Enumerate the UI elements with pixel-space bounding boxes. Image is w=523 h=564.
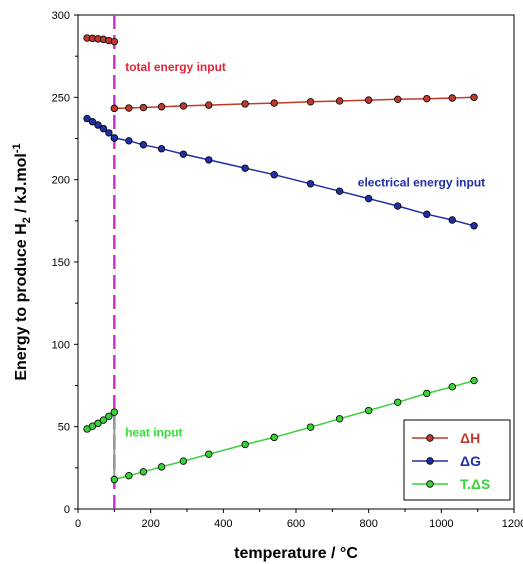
data-point-dh [110, 37, 119, 46]
y-tick-label: 150 [52, 257, 70, 269]
data-point-dg [394, 202, 402, 210]
annotation-total-energy: total energy input [125, 60, 226, 74]
data-point-tds [470, 376, 478, 385]
data-point-dg [125, 137, 133, 145]
data-point-tds [99, 416, 108, 424]
legend-marker [426, 480, 434, 488]
legend-marker [426, 457, 434, 465]
x-tick-label: 0 [75, 518, 81, 530]
y-tick-label: 100 [52, 339, 70, 351]
data-point-dh [448, 94, 456, 102]
data-point-tds [105, 412, 113, 420]
data-point-tds [125, 472, 133, 480]
data-point-dg [88, 118, 97, 126]
legend-box [403, 419, 511, 501]
data-point-tds [423, 389, 431, 398]
data-point-dh [157, 103, 166, 111]
data-point-tds [157, 463, 166, 471]
data-point-dg [157, 145, 166, 153]
series-dh [83, 34, 478, 113]
data-point-tds [179, 457, 188, 465]
legend-marker [426, 434, 434, 442]
x-tick-label: 800 [359, 518, 377, 530]
data-point-tds [270, 433, 278, 442]
legend-label: ΔH [460, 430, 480, 446]
x-axis-title: temperature / °C [234, 545, 358, 562]
data-point-tds [139, 468, 148, 476]
y-tick-label: 250 [52, 92, 70, 104]
data-point-dh [179, 102, 188, 110]
annotation-heat-input: heat input [125, 426, 182, 440]
data-point-dh [139, 103, 148, 112]
data-point-dg [139, 141, 148, 149]
y-axis-title-subscript: 2 [21, 217, 33, 223]
data-point-dg [83, 114, 91, 123]
legend-label: ΔG [460, 453, 481, 469]
y-tick-label: 50 [58, 422, 70, 434]
data-point-dg [99, 124, 108, 133]
x-tick-label: 1000 [429, 518, 453, 530]
y-axis-title-prefix: Energy to produce H [13, 223, 30, 380]
x-tick-label: 400 [214, 518, 232, 530]
data-point-dg [364, 194, 373, 203]
y-axis-title-superscript: -1 [11, 143, 23, 153]
annotation-electrical-energy: electrical energy input [358, 175, 485, 189]
data-point-tds [306, 423, 315, 431]
data-point-tds [110, 475, 119, 484]
data-point-tds [241, 440, 249, 449]
data-point-dg [470, 222, 478, 230]
y-tick-label: 300 [52, 10, 70, 22]
data-point-dg [423, 210, 431, 218]
data-point-dh [125, 104, 133, 112]
data-point-dh [306, 98, 315, 106]
data-point-tds [110, 408, 119, 416]
y-tick-label: 200 [52, 175, 70, 187]
y-axis-title-suffix: / kJ.mol [13, 153, 30, 217]
legend-label: T.ΔS [460, 476, 490, 492]
data-point-tds [364, 406, 373, 415]
x-tick-label: 600 [287, 518, 305, 530]
data-point-dh [110, 104, 119, 113]
data-point-dg [110, 134, 119, 142]
data-point-tds [394, 398, 402, 406]
y-tick-label: 0 [64, 504, 70, 516]
data-point-dh [335, 97, 344, 105]
data-point-dh [270, 99, 278, 107]
data-point-tds [94, 419, 102, 428]
data-point-dh [394, 95, 402, 104]
data-point-dg [306, 180, 315, 188]
x-tick-label: 200 [141, 518, 159, 530]
data-point-dg [94, 121, 102, 129]
data-point-dh [241, 100, 249, 108]
data-point-dg [448, 216, 456, 224]
data-point-dg [179, 150, 188, 158]
data-point-dg [105, 129, 113, 137]
data-point-tds [448, 383, 456, 391]
data-point-dh [423, 94, 431, 103]
data-point-dh [364, 96, 373, 104]
series-tds [83, 376, 478, 484]
data-point-dg [335, 187, 344, 195]
data-point-dg [205, 156, 213, 164]
y-axis-title: Energy to produce H2 / kJ.mol-1 [11, 143, 33, 380]
data-point-tds [335, 415, 344, 423]
series-dg [83, 114, 478, 230]
data-point-dg [270, 171, 278, 179]
data-point-dg [241, 164, 249, 172]
data-point-dh [470, 93, 478, 102]
data-point-dh [205, 101, 213, 109]
data-point-tds [205, 450, 213, 458]
